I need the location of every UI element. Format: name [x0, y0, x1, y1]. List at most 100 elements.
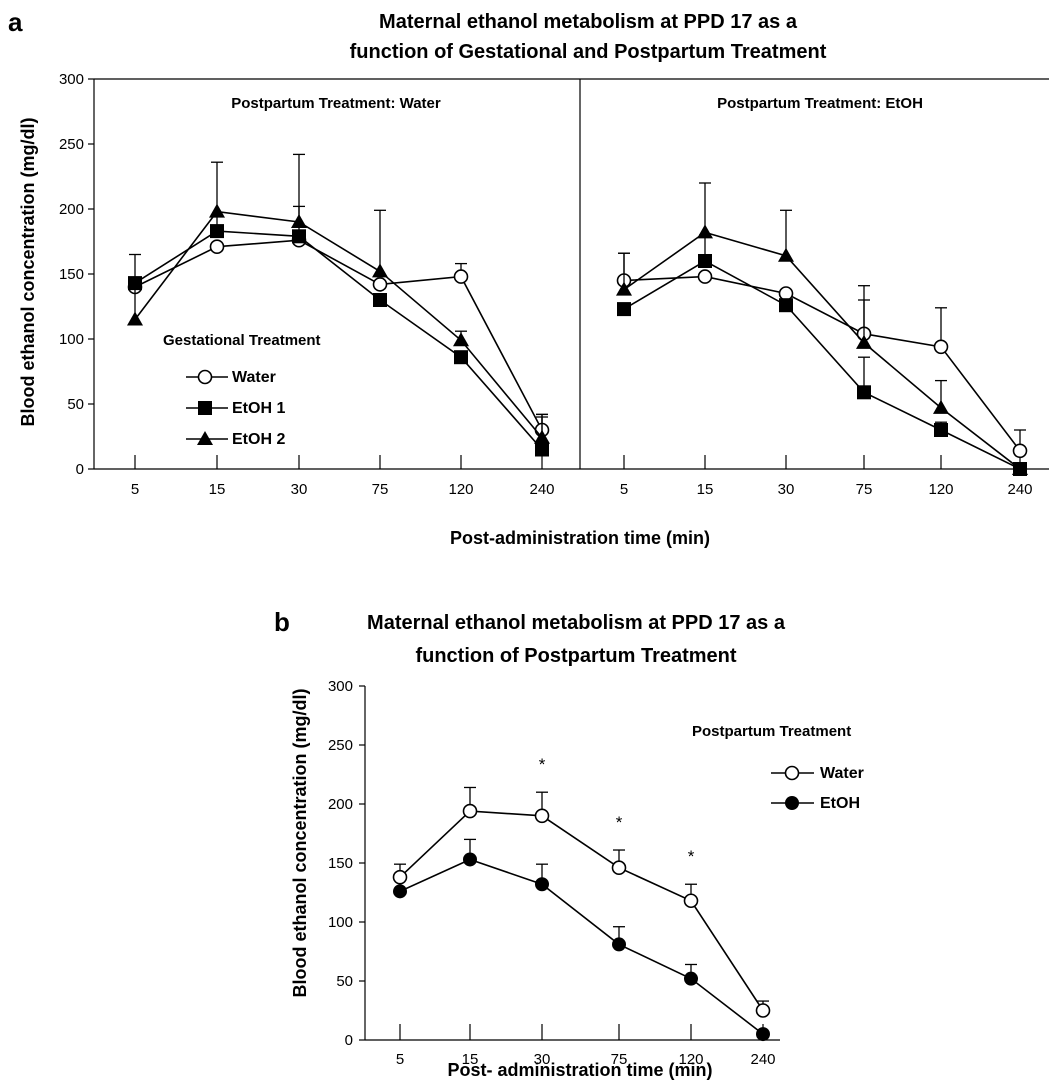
panel-a-x-tick-label: 15 — [209, 481, 226, 498]
panel-a-data-point — [617, 302, 631, 317]
panel-a-x-axis-label: Post-administration time (min) — [450, 528, 710, 548]
panel-a-series-line — [623, 231, 1021, 470]
panel-a-legend-label-etoh2: EtOH 2 — [232, 431, 285, 448]
panel-a-y-tick-label: 200 — [59, 201, 84, 218]
panel-a-x-tick-label: 120 — [928, 481, 953, 498]
panel-a-title-line-2: function of Gestational and Postpartum T… — [350, 41, 827, 63]
panel-a-title-line-1: Maternal ethanol metabolism at PPD 17 as… — [379, 11, 798, 33]
panel-a-legend-title: Gestational Treatment — [163, 332, 321, 349]
panel-b-data-point — [755, 1003, 771, 1018]
panel-b-significance-star: * — [616, 813, 623, 832]
panel-a-data-point — [372, 263, 388, 278]
panel-a-legend-label-etoh1: EtOH 1 — [232, 400, 285, 417]
panel-b-x-tick-label: 120 — [678, 1051, 703, 1068]
panel-a-data-point — [292, 229, 306, 244]
panel-b-series-line — [399, 858, 764, 1035]
panel-a-data-point — [534, 429, 550, 444]
panel-a-legend-marker — [197, 369, 213, 385]
panel-b-data-point — [612, 937, 626, 952]
panel-b-title-line-2: function of Postpartum Treatment — [415, 645, 736, 667]
panel-a-data-point — [934, 423, 948, 437]
panel-a-y-tick-label: 50 — [67, 396, 84, 413]
panel-a-data-point — [454, 350, 468, 365]
panel-b-legend-marker — [785, 796, 799, 810]
panel-a-data-point — [697, 269, 713, 284]
panel-a-data-point — [857, 385, 871, 400]
panel-b-series-line — [399, 810, 764, 1011]
panel-b-y-tick-label: 200 — [328, 796, 353, 813]
panel-b-data-point — [463, 852, 477, 867]
panel-a-x-tick-label: 30 — [778, 481, 795, 498]
panel-a-x-tick-label: 120 — [448, 481, 473, 498]
panel-b-y-tick-label: 250 — [328, 737, 353, 754]
panel-a-data-point — [697, 224, 713, 239]
panel-a-legend-marker — [198, 401, 212, 415]
panel-b-legend-marker — [784, 765, 800, 781]
panel-a-x-tick-label: 240 — [1007, 481, 1032, 498]
panel-b-data-point — [535, 877, 549, 892]
panel-a-data-point — [209, 239, 225, 254]
panel-b-legend-title: Postpartum Treatment — [692, 723, 851, 740]
panel-b-data-point — [462, 803, 478, 819]
panel-a-y-tick-label: 150 — [59, 266, 84, 283]
panel-a-data-point — [779, 298, 793, 313]
panel-a-series-line — [623, 275, 1021, 452]
panel-a-data-point — [372, 277, 388, 292]
panel-a-data-point — [453, 269, 469, 284]
panel-a-x-tick-label: 75 — [856, 481, 873, 498]
panel-b-data-point — [756, 1027, 770, 1042]
panel-a-series-line — [134, 210, 543, 439]
panel-b-title-line-1: Maternal ethanol metabolism at PPD 17 as… — [367, 612, 786, 634]
panel-b-data-point — [611, 860, 627, 876]
panel-a-data-point — [933, 339, 949, 355]
panel-a-x-tick-label: 15 — [697, 481, 714, 498]
panel-b-letter: b — [274, 607, 290, 637]
panel-a-x-tick-label: 30 — [291, 481, 308, 498]
panel-a-series-line — [623, 260, 1021, 470]
panel-a-y-tick-label: 250 — [59, 136, 84, 153]
panel-b-x-tick-label: 15 — [462, 1051, 479, 1068]
panel-a-data-point — [535, 442, 549, 457]
panel-a-data-point — [856, 334, 872, 349]
panel-a-letter: a — [8, 7, 23, 37]
panel-b-legend-label-etoh: EtOH — [820, 795, 860, 812]
panel-a-legend-label-water: Water — [232, 369, 276, 386]
panel-b-y-tick-label: 50 — [336, 973, 353, 990]
panel-a-data-point — [373, 293, 387, 307]
panel-a-data-point — [778, 247, 794, 262]
panel-b-y-tick-label: 100 — [328, 914, 353, 931]
panel-b-significance-star: * — [539, 755, 546, 774]
panel-b-y-tick-label: 0 — [345, 1032, 353, 1049]
panel-b-y-tick-label: 150 — [328, 855, 353, 872]
panel-a-right-subpanel-label: Postpartum Treatment: EtOH — [717, 95, 923, 112]
panel-a-y-tick-label: 300 — [59, 71, 84, 88]
panel-a-data-point — [127, 311, 143, 326]
panel-a-data-point — [209, 203, 225, 218]
panel-a-data-point — [933, 399, 949, 414]
panel-b-x-tick-label: 30 — [534, 1051, 551, 1068]
panel-b-x-tick-label: 75 — [611, 1051, 628, 1068]
panel-a-data-point — [698, 254, 712, 268]
panel-a-data-point — [1012, 461, 1028, 475]
panel-a-y-tick-label: 0 — [76, 461, 84, 478]
panel-a-y-tick-label: 100 — [59, 331, 84, 348]
panel-a-x-tick-label: 240 — [529, 481, 554, 498]
panel-a-series-line — [134, 239, 543, 431]
panel-b-data-point — [393, 884, 407, 899]
panel-a-x-tick-label: 5 — [620, 481, 628, 498]
panel-a-series-line — [134, 230, 543, 451]
panel-a-data-point — [616, 281, 632, 296]
panel-b-x-axis-label: Post- administration time (min) — [447, 1060, 712, 1080]
panel-b-x-tick-label: 5 — [396, 1051, 404, 1068]
panel-b-x-tick-label: 240 — [750, 1051, 775, 1068]
panel-a-data-point — [778, 286, 794, 301]
panel-a-data-point — [1012, 443, 1028, 459]
panel-b-data-point — [683, 893, 699, 909]
panel-b-y-tick-label: 300 — [328, 678, 353, 695]
panel-b-data-point — [684, 971, 698, 986]
panel-b-legend-label-water: Water — [820, 765, 864, 782]
panel-b-data-point — [392, 869, 408, 885]
panel-b-data-point — [534, 808, 550, 824]
